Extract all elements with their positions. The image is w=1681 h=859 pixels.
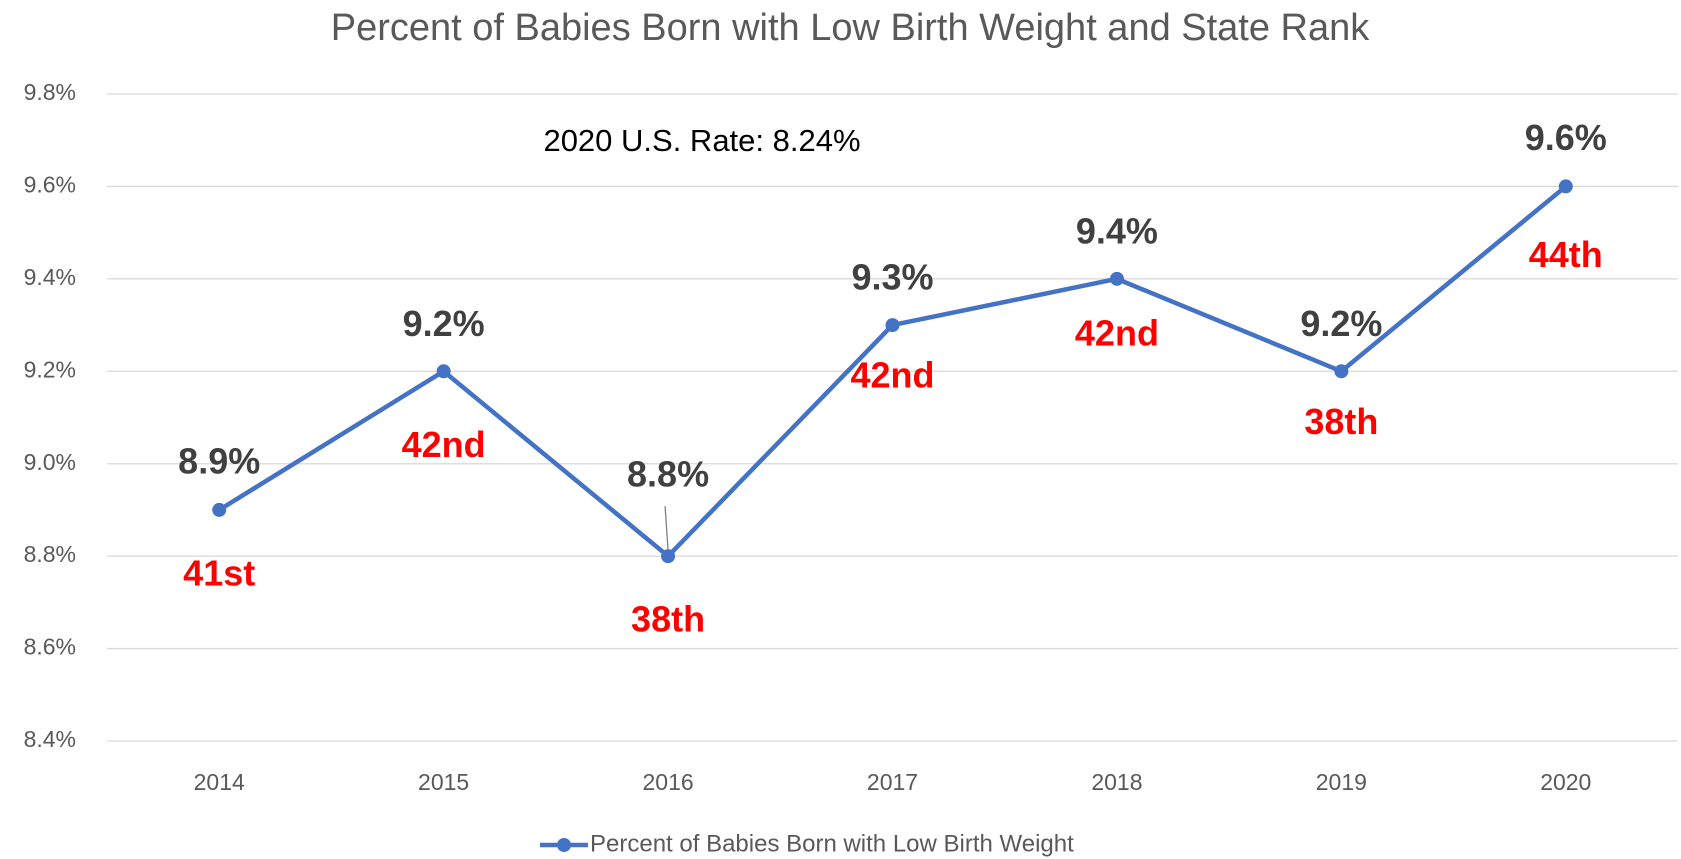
legend-marker	[557, 838, 571, 852]
data-label: 9.4%	[1076, 210, 1158, 251]
x-tick-label: 2018	[1091, 769, 1142, 795]
y-tick-label: 8.8%	[24, 541, 76, 567]
y-tick-label: 9.4%	[24, 264, 76, 290]
legend-label: Percent of Babies Born with Low Birth We…	[590, 830, 1074, 857]
marker	[1558, 179, 1573, 194]
x-tick-label: 2020	[1540, 769, 1591, 795]
data-label: 8.9%	[178, 440, 260, 481]
y-tick-label: 9.0%	[24, 449, 76, 475]
rank-label: 38th	[1304, 401, 1378, 442]
y-tick-label: 8.4%	[24, 726, 76, 752]
marker	[436, 364, 451, 379]
rank-label: 38th	[631, 599, 705, 640]
y-tick-label: 8.6%	[24, 634, 76, 660]
marker	[1334, 364, 1349, 379]
y-tick-label: 9.8%	[24, 79, 76, 105]
rank-label: 42nd	[850, 355, 934, 396]
x-tick-label: 2014	[194, 769, 245, 795]
marker	[885, 318, 900, 333]
y-tick-label: 9.6%	[24, 172, 76, 198]
data-label: 9.2%	[1300, 303, 1382, 344]
x-tick-label: 2017	[867, 769, 918, 795]
leader-line	[664, 506, 669, 551]
x-tick-label: 2019	[1316, 769, 1367, 795]
y-tick-label: 9.2%	[24, 356, 76, 382]
rank-label: 44th	[1529, 234, 1603, 275]
data-label: 8.8%	[627, 454, 709, 495]
rank-label: 42nd	[1075, 312, 1159, 353]
chart-title: Percent of Babies Born with Low Birth We…	[331, 7, 1371, 49]
rank-label: 42nd	[402, 424, 486, 465]
marker	[1109, 271, 1124, 286]
annotation: 2020 U.S. Rate: 8.24%	[543, 123, 860, 158]
data-label: 9.2%	[403, 303, 485, 344]
data-label: 9.6%	[1525, 117, 1607, 158]
marker	[661, 549, 676, 564]
data-label: 9.3%	[851, 257, 933, 298]
rank-label: 41st	[183, 552, 255, 593]
x-tick-label: 2015	[418, 769, 469, 795]
x-tick-label: 2016	[642, 769, 693, 795]
marker	[212, 502, 227, 517]
